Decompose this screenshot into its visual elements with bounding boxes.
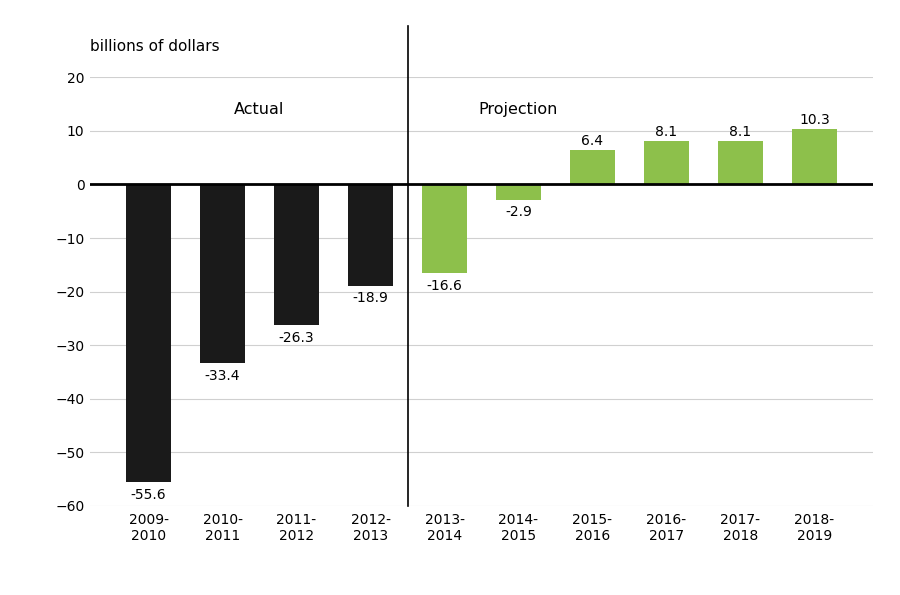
Bar xyxy=(644,141,689,184)
Bar xyxy=(126,184,172,482)
Bar xyxy=(717,141,763,184)
Bar xyxy=(347,184,393,286)
Text: Projection: Projection xyxy=(479,102,558,117)
Text: -2.9: -2.9 xyxy=(505,205,532,220)
Text: -18.9: -18.9 xyxy=(353,291,389,305)
Text: 10.3: 10.3 xyxy=(799,113,830,127)
Text: 8.1: 8.1 xyxy=(729,125,751,139)
Bar xyxy=(200,184,246,364)
Text: 6.4: 6.4 xyxy=(581,134,604,148)
Bar xyxy=(496,184,542,200)
Bar xyxy=(791,129,837,184)
Bar xyxy=(570,150,616,184)
Text: -33.4: -33.4 xyxy=(205,369,240,383)
Text: 8.1: 8.1 xyxy=(655,125,678,139)
Text: -26.3: -26.3 xyxy=(279,331,314,345)
Text: billions of dollars: billions of dollars xyxy=(90,39,220,54)
Text: -16.6: -16.6 xyxy=(427,278,463,293)
Bar xyxy=(421,184,467,273)
Text: Actual: Actual xyxy=(234,102,284,117)
Bar xyxy=(274,184,319,325)
Text: -55.6: -55.6 xyxy=(130,487,166,502)
